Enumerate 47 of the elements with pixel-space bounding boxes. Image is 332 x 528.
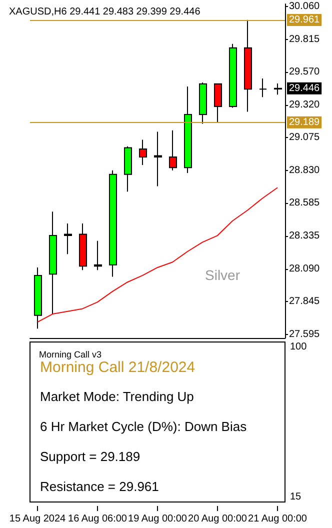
- ref-line-label: 29.189: [289, 116, 320, 128]
- candlestick: [109, 170, 117, 278]
- category-label: 19 Aug 00:00: [128, 514, 187, 524]
- candlestick: [79, 223, 87, 271]
- y-tick-label: 29.320: [289, 100, 320, 111]
- y-tick-label: 28.090: [289, 263, 320, 274]
- candlestick: [259, 78, 267, 98]
- y-tick-label: 28.830: [289, 164, 320, 176]
- candlestick: [94, 240, 102, 271]
- candlestick: [49, 211, 57, 315]
- category-label: 21 Aug 00:00: [248, 514, 307, 524]
- text: Morning Call v3: [39, 350, 102, 360]
- y-tick-label: 29.570: [289, 66, 320, 78]
- y-tick-label: 30.060: [289, 1, 320, 12]
- category-label: 15 Aug 2024: [9, 514, 66, 524]
- y-tick-label: 28.585: [289, 197, 320, 208]
- candlestick: [169, 130, 177, 171]
- chart-title: XAGUSD,H6 29.441 29.483 29.399 29.446: [9, 6, 201, 18]
- text: Morning Call 21/8/2024: [40, 359, 196, 376]
- candlestick: [274, 82, 282, 96]
- text: 100: [290, 342, 308, 352]
- candlestick: [229, 43, 237, 108]
- text: Market Mode: Trending Up: [40, 389, 194, 404]
- candlestick: [139, 139, 147, 166]
- y-tick-label: 29.815: [289, 34, 320, 45]
- candlestick: [244, 19, 252, 112]
- text: 15: [290, 492, 302, 502]
- text: 6 Hr Market Cycle (D%): Down Bias: [40, 419, 248, 434]
- candlestick: [199, 82, 207, 124]
- ref-line-label: 29.961: [289, 14, 320, 26]
- candlestick: [214, 83, 222, 123]
- y-tick-label: 29.075: [289, 132, 320, 144]
- annotation: 29.446: [289, 82, 320, 94]
- candlestick: [154, 131, 162, 187]
- category-label: 20 Aug 00:00: [188, 514, 247, 524]
- candlestick: [34, 266, 42, 330]
- category-label: 16 Aug 06:00: [68, 514, 127, 524]
- annotation: Silver: [205, 267, 240, 283]
- text: Resistance = 29.961: [40, 479, 159, 494]
- candlestick: [184, 86, 192, 174]
- line-series: [37, 187, 278, 323]
- y-tick-label: 27.595: [289, 329, 320, 340]
- candlestick: [124, 146, 132, 192]
- y-tick-label: 28.335: [289, 230, 320, 242]
- y-tick-label: 27.845: [289, 296, 320, 307]
- candlestick: [64, 223, 72, 255]
- text: Support = 29.189: [40, 449, 140, 464]
